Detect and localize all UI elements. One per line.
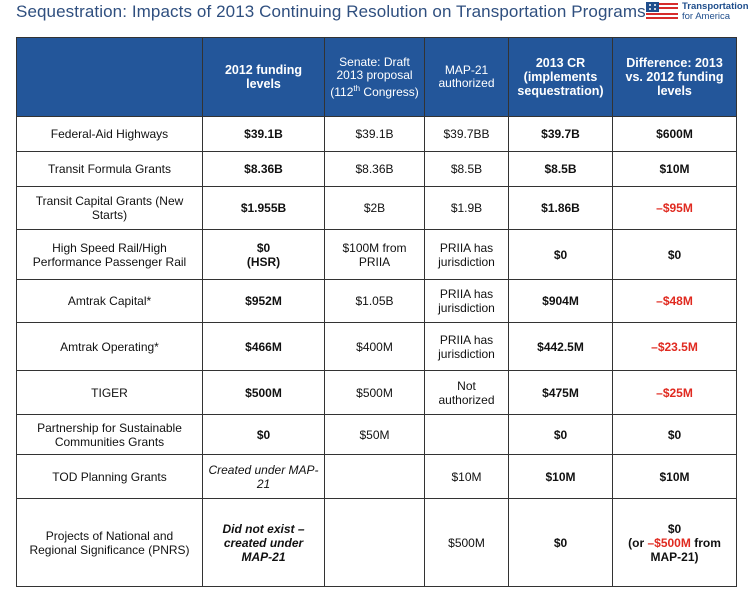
difference-cell: –$25M bbox=[612, 370, 737, 415]
cr2013-cell: $475M bbox=[508, 370, 613, 415]
logo-text: Transportation for America bbox=[682, 2, 749, 22]
map21-cell: $500M bbox=[424, 498, 509, 587]
program-cell: Transit Capital Grants (New Starts) bbox=[16, 186, 203, 230]
senate-cell: $500M bbox=[324, 370, 425, 415]
difference-cell: –$95M bbox=[612, 186, 737, 230]
program-cell: Projects of National and Regional Signif… bbox=[16, 498, 203, 587]
program-cell: Transit Formula Grants bbox=[16, 151, 203, 187]
funding-2012-cell: $39.1B bbox=[202, 116, 325, 152]
map21-cell: PRIIA has jurisdiction bbox=[424, 279, 509, 323]
table-row: Amtrak Operating* $466M $400M PRIIA has … bbox=[16, 322, 737, 371]
funding-2012-cell: $952M bbox=[202, 279, 325, 323]
cr2013-cell: $0 bbox=[508, 229, 613, 280]
flag-logo-icon bbox=[646, 2, 678, 22]
cr2013-cell: $0 bbox=[508, 414, 613, 455]
logo-line1: Transportation bbox=[682, 1, 749, 12]
logo-line2: for America bbox=[682, 11, 731, 22]
page-title: Sequestration: Impacts of 2013 Continuin… bbox=[16, 2, 646, 21]
table-row: Projects of National and Regional Signif… bbox=[16, 498, 737, 587]
program-cell: Amtrak Capital* bbox=[16, 279, 203, 323]
map21-cell: $1.9B bbox=[424, 186, 509, 230]
cr2013-cell: $8.5B bbox=[508, 151, 613, 187]
map21-cell: $8.5B bbox=[424, 151, 509, 187]
senate-cell: $2B bbox=[324, 186, 425, 230]
funding-table: 2012 funding levels Senate: Draft 2013 p… bbox=[16, 37, 737, 587]
program-cell: TOD Planning Grants bbox=[16, 454, 203, 499]
cr2013-cell: $0 bbox=[508, 498, 613, 587]
senate-cell: $1.05B bbox=[324, 279, 425, 323]
difference-cell: $10M bbox=[612, 151, 737, 187]
senate-cell bbox=[324, 454, 425, 499]
header-senate-draft: Senate: Draft 2013 proposal (112th Congr… bbox=[324, 37, 425, 117]
cr2013-cell: $904M bbox=[508, 279, 613, 323]
difference-cell: $0 bbox=[612, 229, 737, 280]
header-2012-funding: 2012 funding levels bbox=[202, 37, 325, 117]
header-map21: MAP-21 authorized bbox=[424, 37, 509, 117]
table-row: Federal-Aid Highways $39.1B $39.1B $39.7… bbox=[16, 116, 737, 152]
map21-cell: $10M bbox=[424, 454, 509, 499]
table-row: Transit Capital Grants (New Starts) $1.9… bbox=[16, 186, 737, 230]
difference-cell: $600M bbox=[612, 116, 737, 152]
program-cell: High Speed Rail/High Performance Passeng… bbox=[16, 229, 203, 280]
difference-cell: $10M bbox=[612, 454, 737, 499]
brand-logo: Transportation for America bbox=[646, 2, 750, 24]
funding-2012-cell: $1.955B bbox=[202, 186, 325, 230]
map21-cell: PRIIA has jurisdiction bbox=[424, 322, 509, 371]
table-row: Amtrak Capital* $952M $1.05B PRIIA has j… bbox=[16, 279, 737, 323]
header-program bbox=[16, 37, 203, 117]
cr2013-cell: $1.86B bbox=[508, 186, 613, 230]
header-row: 2012 funding levels Senate: Draft 2013 p… bbox=[16, 37, 737, 117]
senate-cell: $8.36B bbox=[324, 151, 425, 187]
cr2013-cell: $442.5M bbox=[508, 322, 613, 371]
header-2013-cr: 2013 CR (implements sequestration) bbox=[508, 37, 613, 117]
table-row: Partnership for Sustainable Communities … bbox=[16, 414, 737, 455]
map21-cell: PRIIA has jurisdiction bbox=[424, 229, 509, 280]
table-row: TIGER $500M $500M Not authorized $475M –… bbox=[16, 370, 737, 415]
funding-2012-cell: $0 bbox=[202, 414, 325, 455]
cr2013-cell: $10M bbox=[508, 454, 613, 499]
funding-2012-cell: $0 (HSR) bbox=[202, 229, 325, 280]
senate-cell: $100M from PRIIA bbox=[324, 229, 425, 280]
map21-cell bbox=[424, 414, 509, 455]
difference-cell: –$23.5M bbox=[612, 322, 737, 371]
senate-cell: $400M bbox=[324, 322, 425, 371]
funding-2012-cell: $500M bbox=[202, 370, 325, 415]
table-row: High Speed Rail/High Performance Passeng… bbox=[16, 229, 737, 280]
funding-2012-cell: Created under MAP-21 bbox=[202, 454, 325, 499]
difference-cell: $0 bbox=[612, 414, 737, 455]
table-row: TOD Planning Grants Created under MAP-21… bbox=[16, 454, 737, 499]
program-cell: TIGER bbox=[16, 370, 203, 415]
cr2013-cell: $39.7B bbox=[508, 116, 613, 152]
program-cell: Amtrak Operating* bbox=[16, 322, 203, 371]
senate-cell bbox=[324, 498, 425, 587]
program-cell: Federal-Aid Highways bbox=[16, 116, 203, 152]
header-difference: Difference: 2013 vs. 2012 funding levels bbox=[612, 37, 737, 117]
senate-cell: $39.1B bbox=[324, 116, 425, 152]
funding-2012-cell: $8.36B bbox=[202, 151, 325, 187]
difference-cell: $0 (or –$500M from MAP-21) bbox=[612, 498, 737, 587]
program-cell: Partnership for Sustainable Communities … bbox=[16, 414, 203, 455]
map21-cell: $39.7BB bbox=[424, 116, 509, 152]
funding-2012-cell: $466M bbox=[202, 322, 325, 371]
map21-cell: Not authorized bbox=[424, 370, 509, 415]
table-row: Transit Formula Grants $8.36B $8.36B $8.… bbox=[16, 151, 737, 187]
difference-cell: –$48M bbox=[612, 279, 737, 323]
senate-cell: $50M bbox=[324, 414, 425, 455]
funding-2012-cell: Did not exist – created under MAP-21 bbox=[202, 498, 325, 587]
